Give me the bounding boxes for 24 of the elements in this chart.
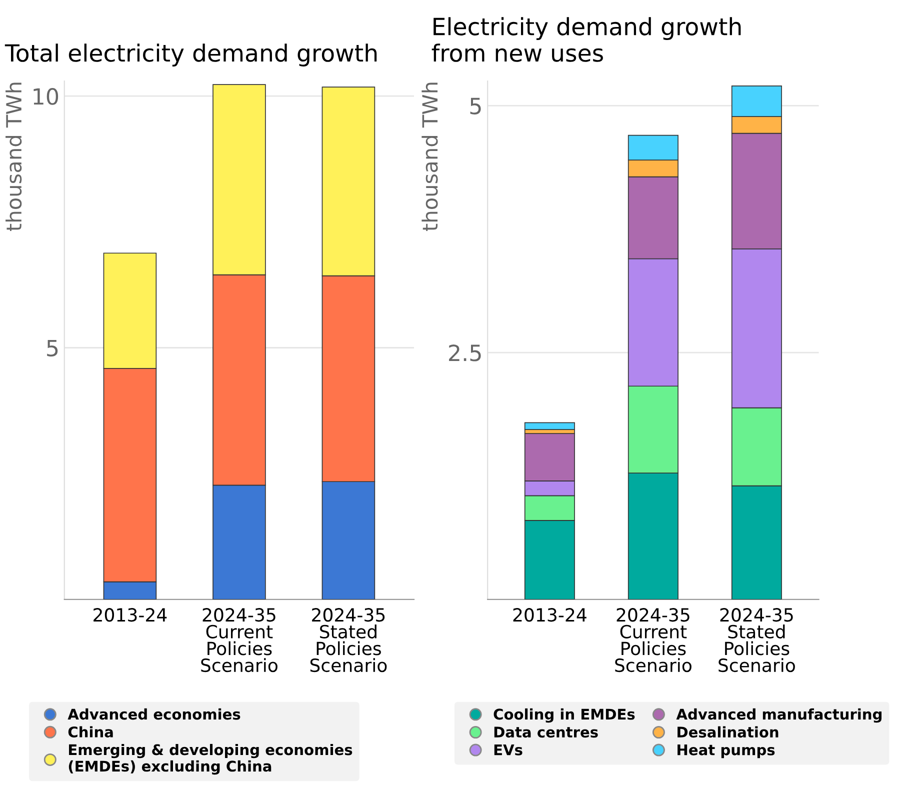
x-tick-label: 2024-35 Stated Policies Scenario — [718, 608, 795, 672]
bar — [524, 422, 575, 430]
x-tick-label: 2024-35 Current Policies Scenario — [201, 608, 278, 672]
chart-title: Total electricity demand growth — [4, 44, 377, 66]
x-tick-label: 2024-35 Current Policies Scenario — [615, 608, 692, 672]
legend-label: Cooling in EMDEs — [494, 708, 635, 723]
x-tick-label: 2013-24 — [94, 608, 167, 622]
legend-label: EVs — [494, 744, 522, 756]
y-tick-label: 5 — [470, 98, 481, 114]
legend-label: China — [68, 726, 113, 738]
chart-title: Electricity demand growth from new uses — [432, 17, 741, 62]
x-tick-label: 2024-35 Stated Policies Scenario — [310, 608, 387, 672]
legend-label: Advanced manufacturing — [676, 708, 882, 723]
y-axis-title: thousand TWh — [6, 82, 22, 231]
y-tick-label: 2.5 — [449, 344, 481, 362]
legend-label: Advanced economies — [68, 708, 240, 720]
y-tick-label: 5 — [47, 340, 58, 357]
x-tick-label: 2013-24 — [513, 608, 586, 622]
legend-label: Desalination — [678, 726, 778, 738]
legend-label: Heat pumps — [678, 744, 775, 758]
y-axis-title: thousand TWh — [422, 82, 438, 231]
legend-label: Emerging & developing economies (EMDEs) excluding China — [68, 744, 352, 775]
y-tick-label: 10 — [34, 88, 58, 105]
legend-label: Data centres — [494, 726, 598, 738]
